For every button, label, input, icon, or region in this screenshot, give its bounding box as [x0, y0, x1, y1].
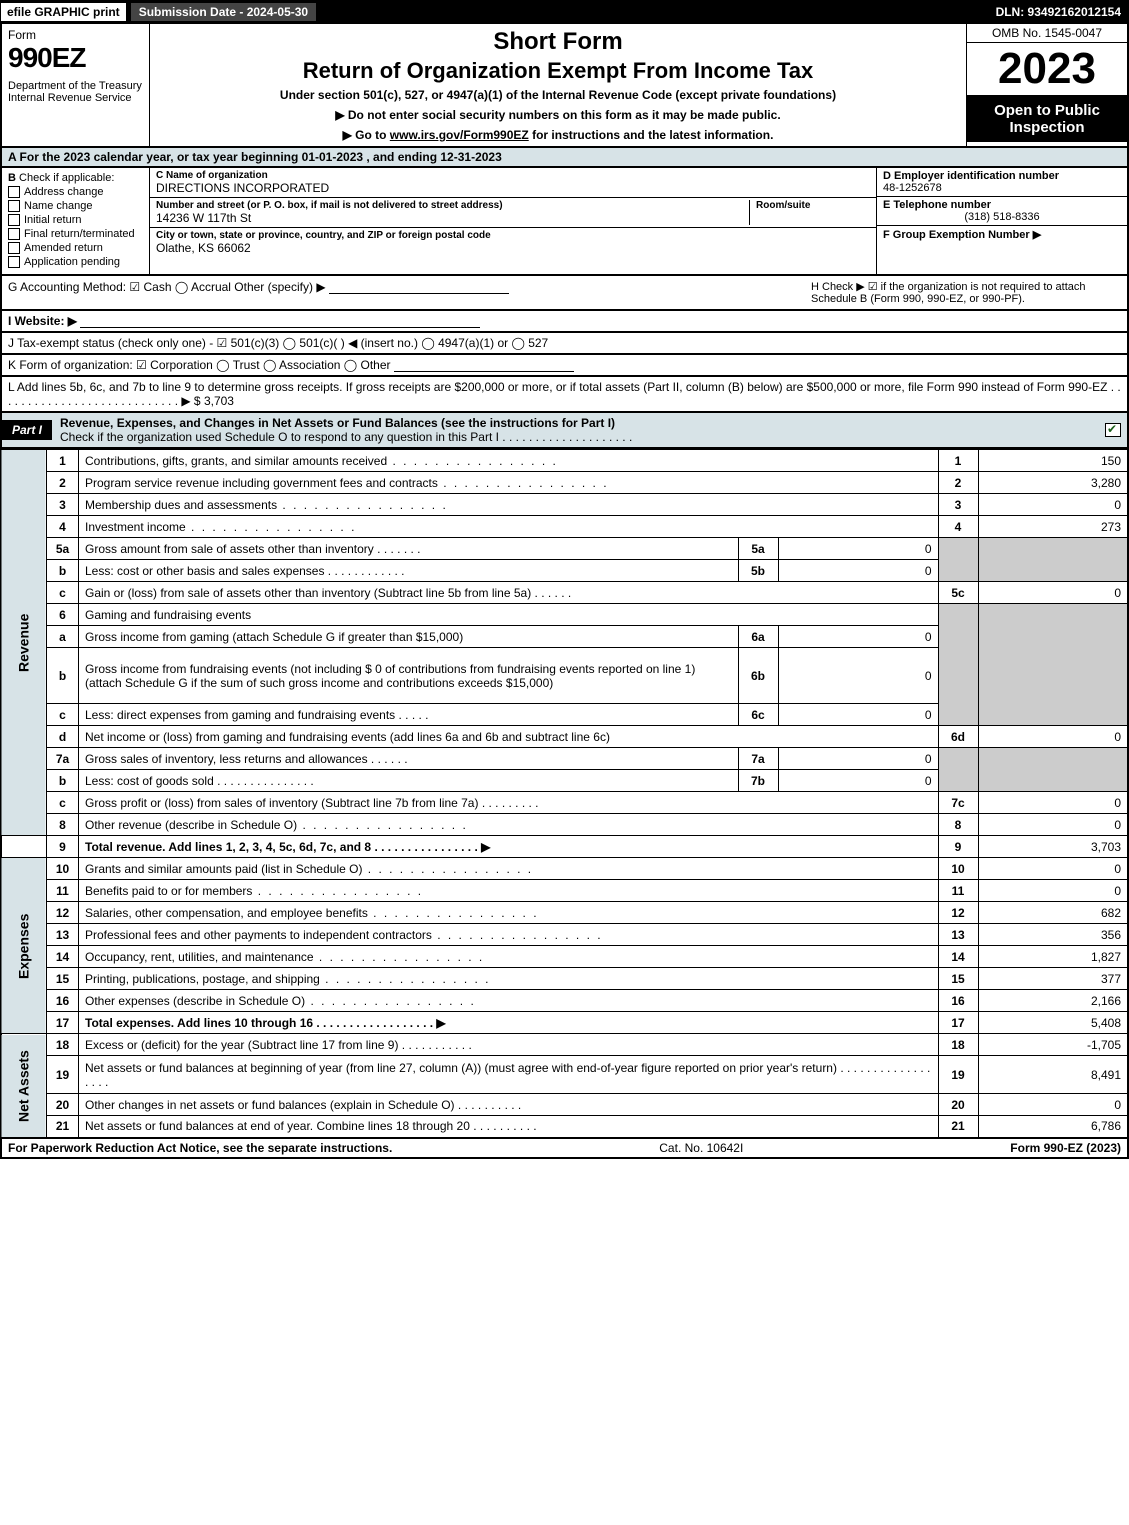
row-g-h: G Accounting Method: ☑ Cash ◯ Accrual Ot… — [0, 276, 1129, 311]
form-number: 990EZ — [8, 42, 143, 74]
form-header: Form 990EZ Department of the Treasury In… — [0, 24, 1129, 148]
c-name-lbl: C Name of organization — [156, 170, 870, 181]
org-block: B Check if applicable: Address change Na… — [0, 168, 1129, 276]
org-name: DIRECTIONS INCORPORATED — [156, 181, 870, 195]
b-sub: Check if applicable: — [19, 172, 114, 184]
chk-amended[interactable]: Amended return — [8, 242, 143, 254]
line12-val: 682 — [978, 902, 1128, 924]
form-word: Form — [8, 28, 143, 42]
ein-val: 48-1252678 — [883, 182, 1121, 194]
dept: Department of the Treasury Internal Reve… — [8, 80, 143, 104]
accounting-method: G Accounting Method: ☑ Cash ◯ Accrual Ot… — [8, 280, 509, 305]
revenue-side: Revenue — [1, 450, 47, 836]
grp-lbl: F Group Exemption Number ▶ — [883, 228, 1121, 241]
line21-val: 6,786 — [978, 1116, 1128, 1138]
tax-year: 2023 — [967, 43, 1127, 96]
cat-no: Cat. No. 10642I — [392, 1141, 1010, 1155]
line17-val: 5,408 — [978, 1012, 1128, 1034]
line9-val: 3,703 — [978, 836, 1128, 858]
lines-table: Revenue 1 Contributions, gifts, grants, … — [0, 449, 1129, 1139]
line5c-val: 0 — [978, 582, 1128, 604]
line11-val: 0 — [978, 880, 1128, 902]
dln: DLN: 93492162012154 — [988, 3, 1129, 21]
tel-lbl: E Telephone number — [883, 199, 1121, 211]
chk-pending[interactable]: Application pending — [8, 256, 143, 268]
row-k: K Form of organization: ☑ Corporation ◯ … — [0, 355, 1129, 377]
room-lbl: Room/suite — [756, 200, 870, 211]
efile-label: efile GRAPHIC print — [0, 2, 127, 22]
line5b-val: 0 — [778, 560, 938, 582]
line13-val: 356 — [978, 924, 1128, 946]
submission-date: Submission Date - 2024-05-30 — [131, 3, 316, 21]
header-mid: Short Form Return of Organization Exempt… — [150, 24, 967, 146]
b-label: B — [8, 172, 16, 184]
header-left: Form 990EZ Department of the Treasury In… — [2, 24, 150, 146]
part1-tab: Part I — [2, 420, 52, 440]
line14-val: 1,827 — [978, 946, 1128, 968]
expenses-side: Expenses — [1, 858, 47, 1034]
omb: OMB No. 1545-0047 — [967, 24, 1127, 43]
chk-address-change[interactable]: Address change — [8, 186, 143, 198]
line20-val: 0 — [978, 1094, 1128, 1116]
goto-post: for instructions and the latest informat… — [529, 128, 774, 142]
short-form: Short Form — [158, 28, 958, 56]
row-j: J Tax-exempt status (check only one) - ☑… — [0, 333, 1129, 355]
goto-line: ▶ Go to www.irs.gov/Form990EZ for instru… — [158, 128, 958, 142]
line19-val: 8,491 — [978, 1056, 1128, 1094]
open-public: Open to Public Inspection — [967, 96, 1127, 142]
line15-val: 377 — [978, 968, 1128, 990]
paperwork-notice: For Paperwork Reduction Act Notice, see … — [8, 1141, 392, 1155]
street-lbl: Number and street (or P. O. box, if mail… — [156, 200, 743, 211]
row-a: A For the 2023 calendar year, or tax yea… — [0, 148, 1129, 168]
h-schedule-b: H Check ▶ ☑ if the organization is not r… — [811, 280, 1121, 305]
line5a-val: 0 — [778, 538, 938, 560]
line7c-val: 0 — [978, 792, 1128, 814]
row-i: I Website: ▶ — [0, 311, 1129, 333]
under-section: Under section 501(c), 527, or 4947(a)(1)… — [158, 88, 958, 102]
col-d: D Employer identification number 48-1252… — [877, 168, 1127, 274]
line3-val: 0 — [978, 494, 1128, 516]
ein-lbl: D Employer identification number — [883, 170, 1121, 182]
street-val: 14236 W 117th St — [156, 211, 743, 225]
line7a-val: 0 — [778, 748, 938, 770]
footer: For Paperwork Reduction Act Notice, see … — [0, 1139, 1129, 1159]
topbar: efile GRAPHIC print Submission Date - 20… — [0, 0, 1129, 24]
chk-name-change[interactable]: Name change — [8, 200, 143, 212]
form-ref: Form 990-EZ (2023) — [1010, 1141, 1121, 1155]
line6a-val: 0 — [778, 626, 938, 648]
chk-final-return[interactable]: Final return/terminated — [8, 228, 143, 240]
line2-val: 3,280 — [978, 472, 1128, 494]
header-right: OMB No. 1545-0047 2023 Open to Public In… — [967, 24, 1127, 146]
col-c: C Name of organization DIRECTIONS INCORP… — [150, 168, 877, 274]
line6b-val: 0 — [778, 648, 938, 704]
ssn-warning: ▶ Do not enter social security numbers o… — [158, 108, 958, 122]
goto-pre: ▶ Go to — [343, 128, 390, 142]
line16-val: 2,166 — [978, 990, 1128, 1012]
row-l: L Add lines 5b, 6c, and 7b to line 9 to … — [0, 377, 1129, 413]
netassets-side: Net Assets — [1, 1034, 47, 1138]
line6d-val: 0 — [978, 726, 1128, 748]
line1-val: 150 — [978, 450, 1128, 472]
part1-title: Revenue, Expenses, and Changes in Net As… — [52, 413, 1105, 447]
city-lbl: City or town, state or province, country… — [156, 230, 870, 241]
irs-link[interactable]: www.irs.gov/Form990EZ — [390, 128, 529, 142]
line10-val: 0 — [978, 858, 1128, 880]
part1-check[interactable] — [1105, 423, 1121, 437]
line7b-val: 0 — [778, 770, 938, 792]
city-val: Olathe, KS 66062 — [156, 241, 870, 255]
line6c-val: 0 — [778, 704, 938, 726]
line18-val: -1,705 — [978, 1034, 1128, 1056]
part1-header: Part I Revenue, Expenses, and Changes in… — [0, 413, 1129, 449]
col-b: B Check if applicable: Address change Na… — [2, 168, 150, 274]
tel-val: (318) 518-8336 — [883, 211, 1121, 223]
title: Return of Organization Exempt From Incom… — [158, 58, 958, 84]
chk-initial-return[interactable]: Initial return — [8, 214, 143, 226]
line8-val: 0 — [978, 814, 1128, 836]
line4-val: 273 — [978, 516, 1128, 538]
